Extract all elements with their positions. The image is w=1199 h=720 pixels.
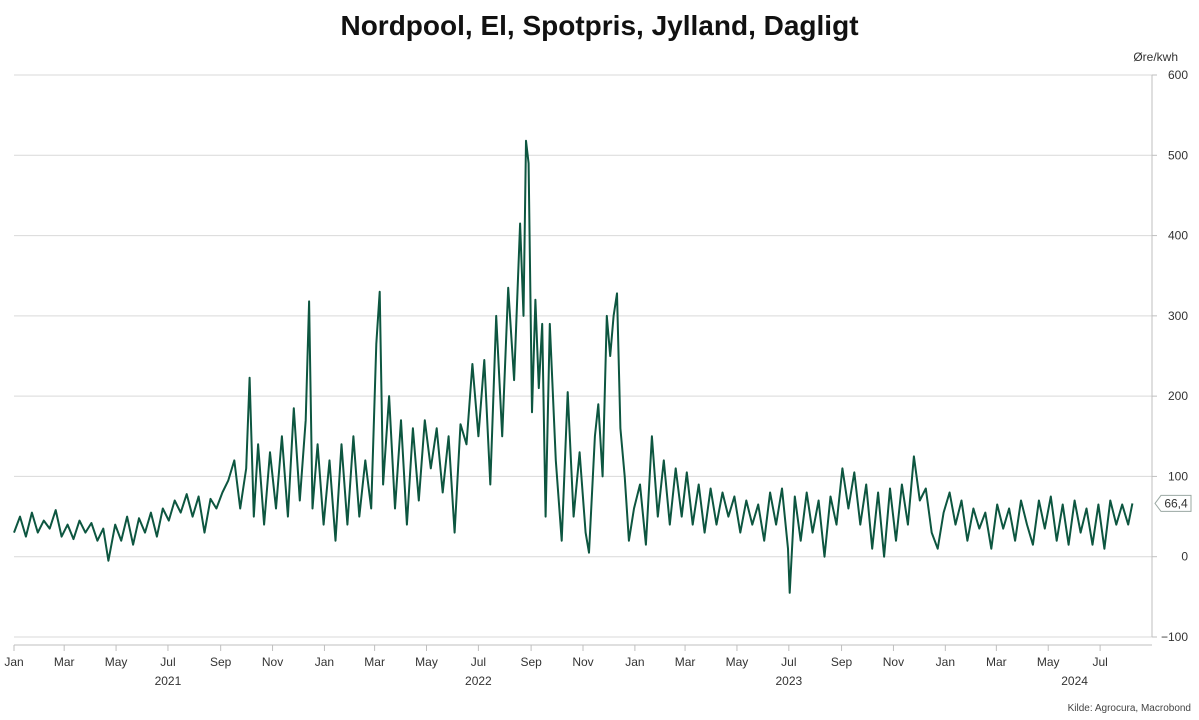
chart-title: Nordpool, El, Spotpris, Jylland, Dagligt xyxy=(340,10,859,41)
y-tick-label: 200 xyxy=(1168,389,1188,403)
series-layer xyxy=(13,139,1134,594)
x-year-label: 2022 xyxy=(465,674,492,688)
x-tick-label: Sep xyxy=(831,655,853,669)
x-tick-label: Mar xyxy=(675,655,696,669)
x-tick-label: Nov xyxy=(262,655,283,669)
x-year-label: 2021 xyxy=(155,674,182,688)
x-tick-label: Jul xyxy=(1092,655,1107,669)
y-tick-label: 100 xyxy=(1168,469,1188,483)
last-value-label: 66,4 xyxy=(1164,496,1188,510)
y-tick-label: 0 xyxy=(1181,550,1188,564)
y-axis: 600 500 400 300 200 100 0 −100 xyxy=(1151,68,1188,644)
y-tick-label: 500 xyxy=(1168,148,1188,162)
x-tick-label: Jan xyxy=(625,655,644,669)
x-tick-label: May xyxy=(1037,655,1060,669)
x-tick-label: Jul xyxy=(160,655,175,669)
x-axis: Jan Mar May Jul Sep Nov Jan Mar May Jul Sep Nov Jan M… xyxy=(4,644,1152,688)
x-tick-label: Nov xyxy=(883,655,904,669)
x-year-label: 2024 xyxy=(1061,674,1088,688)
x-tick-label: Mar xyxy=(986,655,1007,669)
last-value-badge-shape xyxy=(1154,494,1192,512)
x-tick-label: May xyxy=(726,655,749,669)
source-note: Kilde: Agrocura, Macrobond xyxy=(1067,703,1191,714)
y-tick-label: 600 xyxy=(1168,68,1188,82)
x-tick-label: May xyxy=(105,655,128,669)
x-tick-label: Nov xyxy=(572,655,593,669)
x-tick-label: May xyxy=(415,655,438,669)
y-tick-label: 400 xyxy=(1168,229,1188,243)
y-tick-label: 300 xyxy=(1168,309,1188,323)
grid-lines xyxy=(14,74,1152,638)
x-tick-label: Sep xyxy=(520,655,542,669)
x-tick-label: Mar xyxy=(364,655,385,669)
last-value-badge: 66,4 xyxy=(1154,494,1192,512)
y-tick-label: −100 xyxy=(1161,630,1188,644)
x-tick-label: Jan xyxy=(4,655,23,669)
x-tick-label: Jul xyxy=(471,655,486,669)
x-tick-label: Sep xyxy=(210,655,232,669)
x-tick-label: Mar xyxy=(54,655,75,669)
y-unit-label: Øre/kwh xyxy=(1133,50,1178,64)
x-tick-label: Jan xyxy=(936,655,955,669)
x-year-label: 2023 xyxy=(775,674,802,688)
series-line xyxy=(13,139,1134,594)
x-tick-label: Jan xyxy=(315,655,334,669)
x-tick-label: Jul xyxy=(781,655,796,669)
